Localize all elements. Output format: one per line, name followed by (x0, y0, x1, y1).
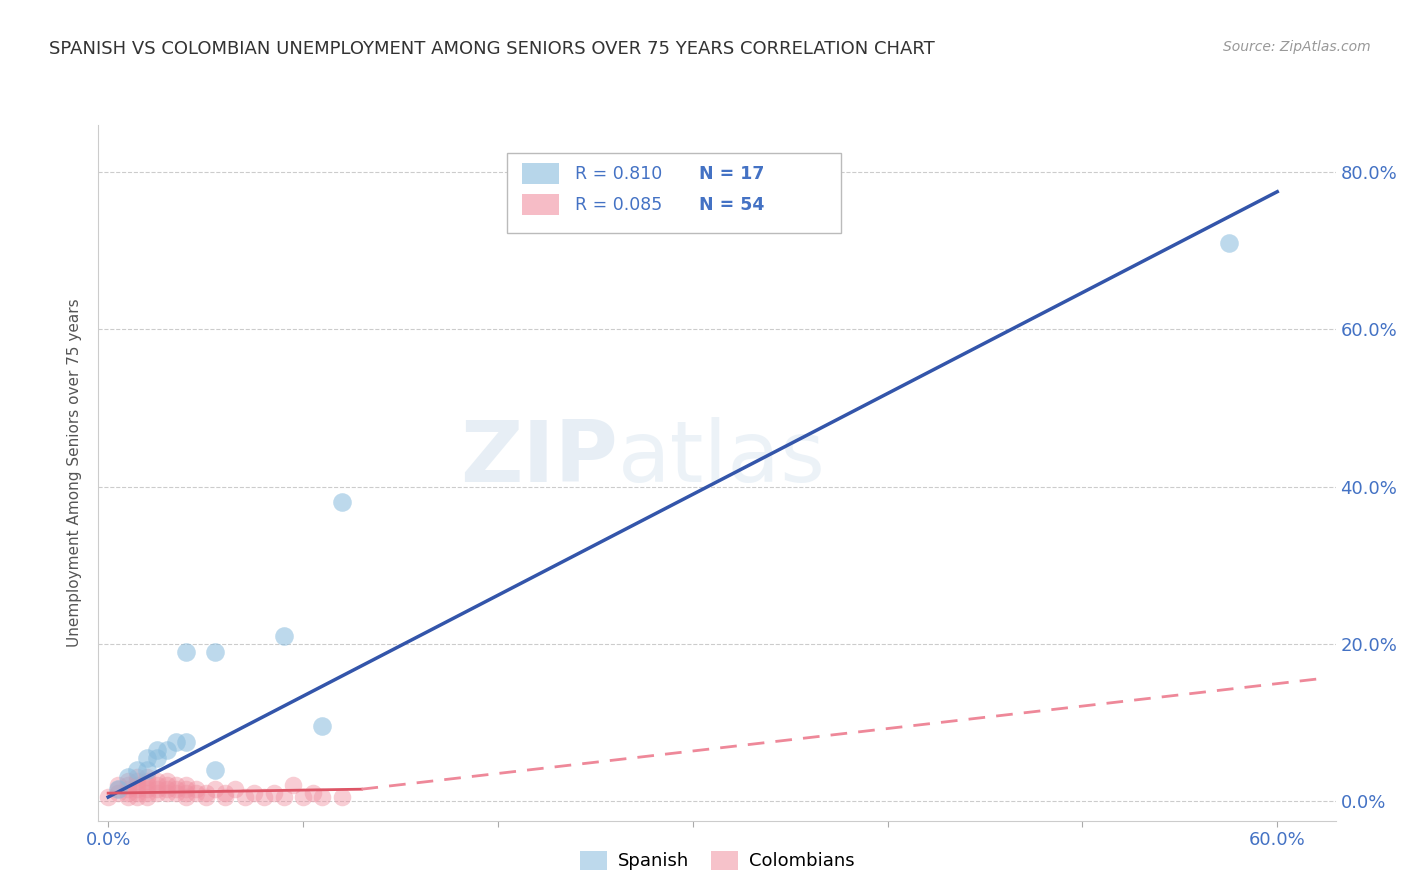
Point (136, 763, 159, 777)
Point (156, 786, 179, 800)
Point (301, 786, 323, 800)
Point (136, 790, 159, 805)
Point (127, 790, 149, 805)
Point (174, 786, 197, 800)
Point (117, 786, 139, 800)
Point (107, 778, 129, 792)
Point (117, 790, 139, 805)
Point (156, 778, 179, 792)
Point (156, 774, 179, 789)
Point (204, 645, 226, 659)
Point (117, 782, 139, 797)
Point (184, 786, 207, 800)
Point (194, 786, 217, 800)
Point (146, 750, 169, 764)
Point (273, 629, 295, 643)
Text: ZIP: ZIP (460, 417, 619, 500)
Point (273, 790, 295, 805)
Point (127, 778, 149, 792)
Text: SPANISH VS COLOMBIAN UNEMPLOYMENT AMONG SENIORS OVER 75 YEARS CORRELATION CHART: SPANISH VS COLOMBIAN UNEMPLOYMENT AMONG … (49, 40, 935, 58)
Point (214, 790, 236, 805)
Point (174, 645, 197, 659)
Point (174, 790, 197, 805)
Point (136, 782, 159, 797)
Text: atlas: atlas (619, 417, 827, 500)
FancyBboxPatch shape (506, 153, 841, 233)
Point (136, 771, 159, 785)
FancyBboxPatch shape (522, 163, 558, 184)
Point (165, 782, 187, 797)
Point (146, 786, 169, 800)
Point (184, 782, 207, 797)
Point (253, 790, 276, 805)
Point (311, 719, 333, 733)
Point (117, 771, 139, 785)
Point (174, 735, 197, 749)
Point (146, 774, 169, 789)
Point (156, 743, 179, 757)
Point (127, 774, 149, 789)
Legend: Spanish, Colombians: Spanish, Colombians (572, 844, 862, 878)
Point (165, 778, 187, 792)
Point (1218, 235, 1240, 250)
Text: N = 17: N = 17 (699, 165, 763, 183)
Point (146, 743, 169, 757)
Point (136, 750, 159, 764)
Point (283, 778, 305, 792)
Point (311, 790, 333, 805)
Point (165, 735, 187, 749)
Point (174, 778, 197, 792)
Point (136, 786, 159, 800)
Point (146, 782, 169, 797)
Point (330, 495, 353, 509)
Point (127, 771, 149, 785)
Point (127, 782, 149, 797)
Point (214, 786, 236, 800)
Point (165, 786, 187, 800)
Point (107, 782, 129, 797)
Point (117, 778, 139, 792)
Point (146, 778, 169, 792)
Point (136, 774, 159, 789)
Point (204, 782, 226, 797)
Point (263, 786, 285, 800)
Point (127, 763, 149, 777)
Point (136, 778, 159, 792)
Point (127, 786, 149, 800)
Point (292, 790, 315, 805)
Y-axis label: Unemployment Among Seniors over 75 years: Unemployment Among Seniors over 75 years (67, 299, 83, 647)
Point (224, 782, 246, 797)
Point (107, 782, 129, 797)
Point (156, 782, 179, 797)
Text: R = 0.085: R = 0.085 (575, 196, 662, 214)
Point (330, 790, 353, 805)
Point (97, 790, 120, 805)
Point (194, 790, 217, 805)
Point (243, 786, 266, 800)
FancyBboxPatch shape (522, 194, 558, 215)
Point (174, 782, 197, 797)
Point (107, 786, 129, 800)
Text: N = 54: N = 54 (699, 196, 763, 214)
Point (233, 790, 256, 805)
Point (204, 763, 226, 777)
Point (117, 774, 139, 789)
Text: R = 0.810: R = 0.810 (575, 165, 662, 183)
Text: Source: ZipAtlas.com: Source: ZipAtlas.com (1223, 40, 1371, 54)
